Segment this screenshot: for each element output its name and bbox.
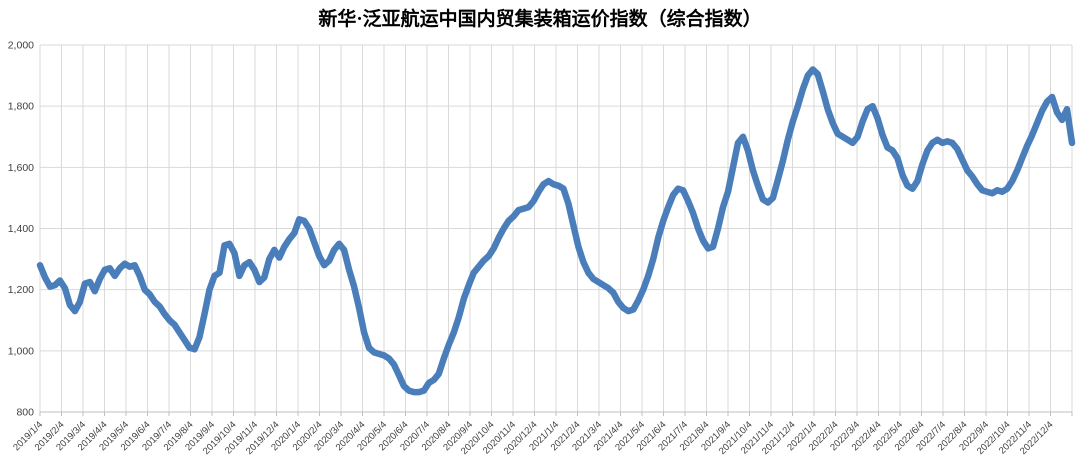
y-tick-label: 1,200 bbox=[8, 284, 34, 296]
x-axis-ticks bbox=[39, 412, 1073, 416]
y-tick-label: 2,000 bbox=[8, 40, 34, 52]
x-axis-labels: 2019/1/42019/2/42019/3/42019/4/42019/5/4… bbox=[11, 419, 1055, 457]
y-tick-label: 1,800 bbox=[8, 101, 34, 113]
y-axis-labels: 800 1,000 1,200 1,400 1,600 1,800 2,000 bbox=[8, 40, 34, 419]
y-tick-label: 800 bbox=[16, 407, 34, 419]
series-line bbox=[36, 66, 1076, 396]
y-tick-label: 1,000 bbox=[8, 345, 34, 357]
y-tick-label: 1,400 bbox=[8, 223, 34, 235]
chart-title: 新华·泛亚航运中国内贸集装箱运价指数（综合指数） bbox=[318, 9, 762, 30]
y-tick-label: 1,600 bbox=[8, 162, 34, 174]
